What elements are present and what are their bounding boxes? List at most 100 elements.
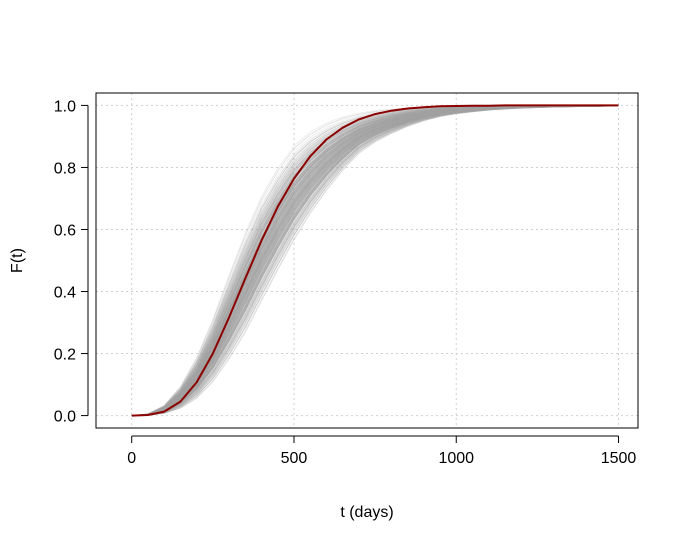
sample-curve — [131, 105, 619, 416]
sample-curve — [131, 105, 619, 416]
sample-curve — [131, 105, 619, 416]
sample-curve — [131, 105, 619, 416]
sample-curve — [131, 105, 619, 416]
sample-curve — [131, 105, 619, 416]
sample-curve — [131, 105, 619, 416]
sample-curve — [131, 105, 619, 416]
sample-curve — [131, 105, 619, 416]
sample-curve — [131, 105, 619, 416]
sample-curve — [131, 105, 619, 416]
sample-curve — [131, 105, 619, 416]
x-tick-label: 1500 — [601, 450, 637, 467]
sample-curve — [131, 105, 619, 416]
sample-curve — [131, 105, 619, 416]
sample-curve — [131, 105, 619, 416]
sample-curve — [131, 105, 619, 416]
sample-curve — [131, 105, 619, 416]
sample-curve — [131, 105, 619, 416]
y-tick-label: 1.0 — [54, 98, 76, 115]
x-axis-title: t (days) — [340, 504, 393, 521]
sample-curve — [131, 105, 619, 416]
mean-curve-line — [131, 104, 619, 417]
sample-curve — [131, 105, 619, 416]
sample-curve — [131, 105, 619, 416]
grid-lines — [96, 93, 638, 428]
sample-curve — [131, 105, 619, 416]
sample-curve — [131, 105, 619, 416]
sample-curve — [131, 105, 619, 416]
sample-curve — [131, 105, 619, 416]
sample-curve — [131, 105, 619, 416]
sample-curve — [131, 105, 619, 416]
sample-curve — [131, 105, 619, 416]
sample-curve — [131, 105, 619, 416]
sample-curve — [131, 105, 619, 416]
sample-curve — [131, 105, 619, 416]
sample-curve — [131, 105, 619, 416]
sample-curve — [131, 105, 619, 416]
sample-curve — [131, 105, 619, 416]
sample-curve — [131, 105, 619, 416]
sample-curve — [131, 105, 619, 416]
sample-curve — [131, 105, 619, 416]
sample-curve — [131, 105, 619, 416]
sample-curve — [131, 105, 619, 416]
sample-curve — [131, 105, 619, 416]
sample-curve — [131, 105, 619, 416]
y-axis-title: F(t) — [9, 248, 26, 273]
sample-curve — [131, 105, 619, 416]
sample-curve — [131, 105, 619, 416]
sample-curve — [131, 105, 619, 416]
sample-curve — [131, 105, 619, 416]
sample-curve — [131, 105, 619, 416]
sample-curve — [131, 105, 619, 416]
sample-curve — [131, 105, 619, 416]
sample-curve — [131, 105, 619, 416]
sample-curve — [131, 105, 619, 416]
sample-curve — [131, 105, 619, 416]
sample-curve — [131, 105, 619, 416]
sample-curve — [131, 105, 619, 416]
sample-curve — [131, 105, 619, 416]
sample-curve — [131, 105, 619, 416]
sample-curve — [131, 105, 619, 416]
x-tick-label: 0 — [127, 450, 136, 467]
sample-curve — [131, 105, 619, 416]
sample-curve — [131, 105, 619, 416]
sample-curve — [131, 105, 619, 416]
sample-curve — [131, 105, 619, 416]
sample-curve — [131, 105, 619, 416]
sample-curve — [131, 105, 619, 416]
sample-curve — [131, 105, 619, 416]
sample-curve — [131, 105, 619, 416]
sample-curve — [131, 105, 619, 416]
y-axis: 0.0 0.2 0.4 0.6 0.8 1.0 — [54, 98, 89, 426]
sample-curve — [131, 105, 619, 416]
sample-curve — [131, 105, 619, 416]
sample-curve — [131, 105, 619, 416]
sample-curve — [131, 105, 619, 416]
sample-curve — [131, 105, 619, 416]
sample-curve — [131, 105, 619, 416]
sample-curve — [131, 105, 619, 416]
sample-curve — [131, 105, 619, 416]
sample-curve — [131, 105, 619, 416]
sample-curve — [131, 105, 619, 416]
sample-curve — [131, 105, 619, 416]
y-tick-label: 0.8 — [54, 160, 76, 177]
sample-curve — [131, 105, 619, 416]
sample-curve — [131, 105, 619, 416]
sample-curve — [131, 105, 619, 416]
sample-curve — [131, 105, 619, 416]
sample-curve — [131, 105, 619, 416]
sample-curve — [131, 105, 619, 416]
sample-curve — [131, 105, 619, 416]
sample-curve — [131, 105, 619, 416]
sample-curve — [131, 105, 619, 416]
sample-curve — [131, 105, 619, 416]
sample-curve — [131, 105, 619, 416]
sample-curve — [131, 105, 619, 416]
x-tick-label: 1000 — [438, 450, 474, 467]
sample-curve — [131, 105, 619, 416]
sample-curve — [131, 105, 619, 416]
